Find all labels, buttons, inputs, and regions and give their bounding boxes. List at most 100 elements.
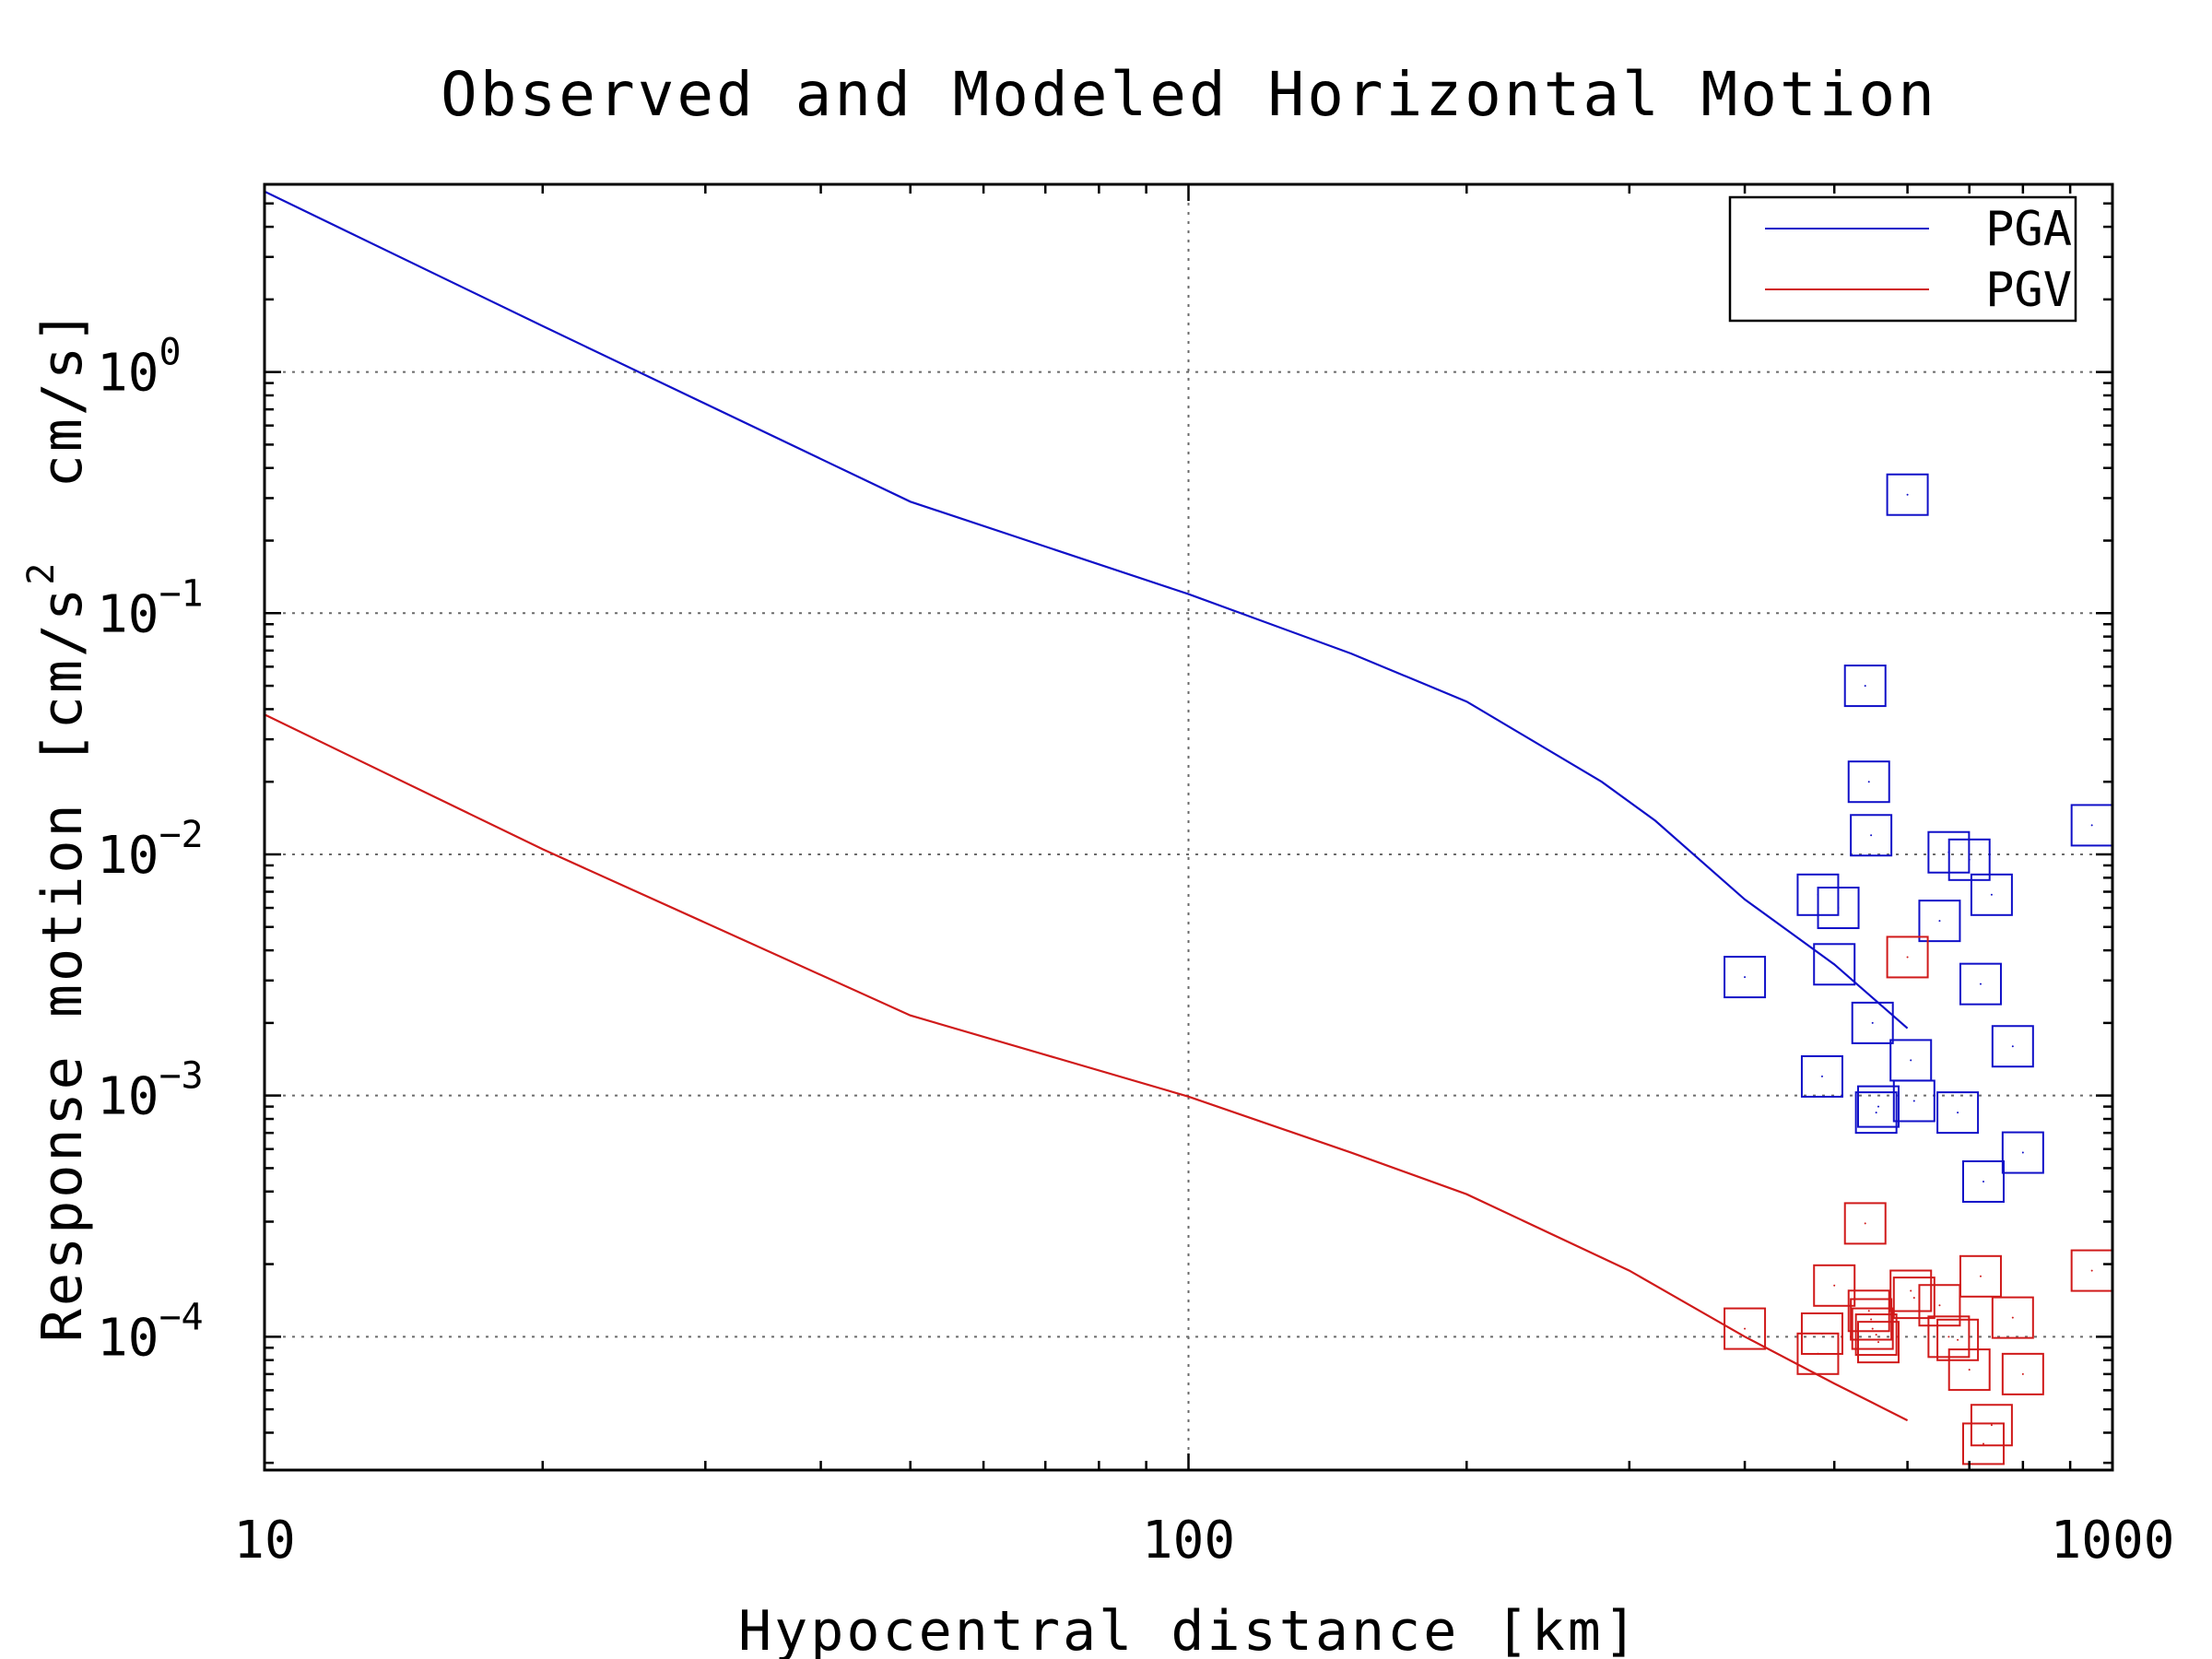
y-axis-label: Response motion [cm/s2 cm/s] [20, 308, 95, 1343]
data-point [1817, 887, 1860, 930]
data-point [1847, 760, 1890, 804]
y-axis-label-exponent: 2 [20, 560, 63, 585]
data-point [1843, 1202, 1887, 1245]
data-point [1724, 1307, 1767, 1350]
data-point [2001, 1352, 2044, 1395]
y-tick-label-1: 10−1 [97, 572, 204, 644]
chart-title: Observed and Modeled Horizontal Motion [441, 59, 1937, 130]
y-tick-exponent: −3 [159, 1055, 203, 1098]
data-point-center [2090, 1269, 2093, 1272]
data-point [1857, 1321, 1900, 1364]
data-point-center [1947, 1335, 1950, 1338]
data-point-center [1877, 1341, 1880, 1344]
series-line-pgv [264, 713, 1909, 1422]
x-tick-label-0: 10 [233, 1511, 295, 1571]
data-point-center [1912, 1297, 1915, 1300]
data-point-center [1979, 1275, 1982, 1277]
data-point-center [1837, 907, 1840, 910]
data-point [1959, 1254, 2002, 1298]
y-tick-exponent: −1 [159, 572, 203, 615]
data-point-center [1968, 1369, 1971, 1371]
data-point [1947, 1348, 1991, 1392]
data-point [1936, 1091, 1980, 1135]
y-tick-base: 10 [97, 1308, 159, 1368]
data-point-center [1968, 858, 1971, 861]
data-point [1800, 1054, 1843, 1098]
data-point [1854, 1091, 1898, 1135]
data-point [1854, 1313, 1898, 1357]
data-point [1947, 838, 1991, 881]
data-point [1936, 1318, 1980, 1361]
y-tick-label-2: 10−2 [97, 814, 204, 886]
data-point [1850, 1298, 1893, 1341]
y-tick-exponent: 0 [159, 332, 181, 374]
data-point [1843, 665, 1887, 708]
series-layer [264, 190, 2113, 1465]
data-point [1847, 1289, 1890, 1333]
y-tick-exponent: −4 [159, 1296, 203, 1338]
y-axis-label-unit: cm/s] [30, 308, 95, 560]
y-axis-label-main: Response motion [cm/s [30, 585, 95, 1343]
data-point-center [1875, 1112, 1877, 1114]
data-point-center [1957, 1338, 1959, 1341]
data-point-center [1906, 493, 1909, 496]
data-point-center [1864, 685, 1866, 688]
data-point [1959, 962, 2002, 1006]
data-point-center [1906, 956, 1909, 959]
data-point-center [1871, 1327, 1874, 1330]
x-axis-label: Hypocentral distance [km] [738, 1599, 1640, 1659]
markers-pgv-observed [1724, 935, 2113, 1465]
data-point [1813, 943, 1856, 986]
data-point [1918, 900, 1961, 943]
data-point [1889, 1269, 1933, 1312]
data-point-center [1875, 1334, 1877, 1336]
data-point [1851, 1001, 1894, 1044]
data-point [1970, 1404, 2013, 1447]
data-point [1991, 1296, 2034, 1339]
legend-box [1728, 195, 2077, 323]
x-tick-label-2: 1000 [2051, 1511, 2175, 1571]
data-point [1892, 1277, 1936, 1320]
legend: PGA PGV [1728, 195, 2077, 323]
data-point-center [1820, 1075, 1823, 1077]
legend-label-pgv: PGV [1985, 263, 2072, 318]
data-point [1813, 1264, 1856, 1307]
data-point [1961, 1422, 2005, 1465]
data-point [1886, 935, 1929, 979]
data-point [1800, 1312, 1843, 1355]
data-point-center [1820, 1332, 1823, 1335]
series-line-pga [264, 190, 1909, 1030]
data-point-center [1938, 920, 1941, 923]
data-point-center [2021, 1372, 2024, 1375]
y-tick-base: 10 [97, 1067, 159, 1127]
data-point-center [1982, 1180, 1984, 1182]
data-point [1851, 1307, 1894, 1350]
data-point-center [1870, 1318, 1873, 1321]
y-tick-base: 10 [97, 584, 159, 644]
data-point-center [1912, 1100, 1915, 1102]
ticks [263, 182, 2112, 1470]
data-point-center [2011, 1045, 2014, 1048]
data-point-center [1990, 893, 1993, 896]
data-point-center [1744, 1327, 1747, 1330]
data-point-center [1867, 781, 1870, 783]
data-point-center [1982, 1442, 1984, 1445]
data-point-center [1990, 1424, 1993, 1427]
data-point-center [1870, 834, 1873, 837]
data-point-center [1979, 982, 1982, 985]
plot-frame [263, 182, 2114, 1472]
x-tick-labels: 10 100 1000 [233, 1511, 2174, 1571]
y-tick-label-0: 100 [97, 332, 182, 404]
data-point-center [1744, 976, 1747, 979]
y-tick-exponent: −2 [159, 814, 203, 856]
data-point-center [1957, 1112, 1959, 1114]
markers-pga-observed [1724, 473, 2113, 1203]
data-point-center [1910, 1059, 1912, 1062]
data-point [1970, 873, 2013, 916]
legend-label-pga: PGA [1985, 202, 2072, 257]
data-point-center [2090, 824, 2093, 827]
data-point [1961, 1159, 2005, 1203]
data-point-center [2011, 1316, 2014, 1319]
